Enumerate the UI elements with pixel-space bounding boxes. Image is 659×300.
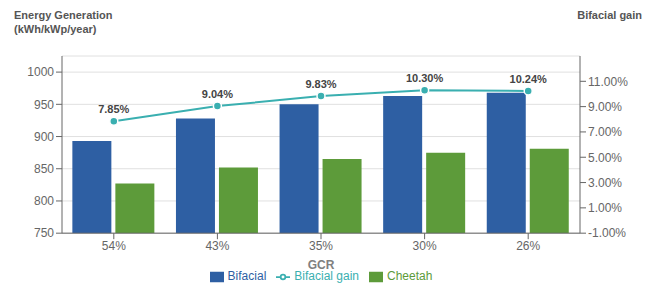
svg-text:750: 750 xyxy=(34,226,54,240)
svg-text:43%: 43% xyxy=(205,239,229,253)
svg-text:3.00%: 3.00% xyxy=(588,176,622,190)
html-text:Cheetah: Cheetah xyxy=(387,269,433,284)
svg-text:800: 800 xyxy=(34,194,54,208)
svg-text:30%: 30% xyxy=(413,239,437,253)
svg-text:1000: 1000 xyxy=(27,65,54,79)
svg-text:35%: 35% xyxy=(309,239,333,253)
svg-text:54%: 54% xyxy=(102,239,126,253)
html-text:Bifacial: Bifacial xyxy=(227,269,267,284)
svg-text:7.00%: 7.00% xyxy=(588,125,622,139)
svg-text:11.00%: 11.00% xyxy=(588,75,628,89)
svg-text:9.83%: 9.83% xyxy=(305,78,336,90)
svg-text:10.30%: 10.30% xyxy=(406,72,444,84)
svg-text:26%: 26% xyxy=(516,239,540,253)
svg-text:850: 850 xyxy=(34,162,54,176)
svg-text:950: 950 xyxy=(34,98,54,112)
svg-text:5.00%: 5.00% xyxy=(588,151,622,165)
svg-text:1.00%: 1.00% xyxy=(588,201,622,215)
svg-text:7.85%: 7.85% xyxy=(98,103,129,115)
svg-text:10.24%: 10.24% xyxy=(510,73,548,85)
svg-text:-1.00%: -1.00% xyxy=(588,226,626,240)
svg-text:9.04%: 9.04% xyxy=(202,88,233,100)
html-text:Bifacial gain: Bifacial gain xyxy=(294,269,359,284)
svg-text:GCR: GCR xyxy=(308,258,335,272)
html-text:Energy Generation (kWh/kWp/yea: Energy Generation (kWh/kWp/year) xyxy=(14,9,113,35)
html-text:Bifacial gain: Bifacial gain xyxy=(577,9,642,21)
svg-text:900: 900 xyxy=(34,130,54,144)
svg-text:9.00%: 9.00% xyxy=(588,100,622,114)
